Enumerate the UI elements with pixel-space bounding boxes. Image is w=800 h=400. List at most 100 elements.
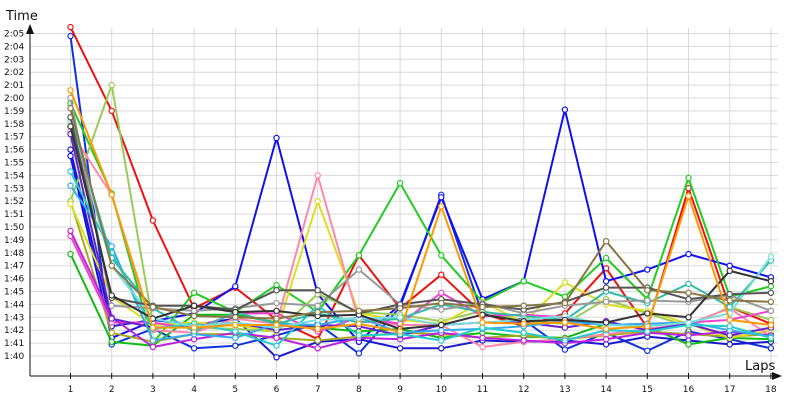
series-line [69,126,772,330]
data-point [190,289,198,296]
series-line [69,102,772,345]
data-point [726,341,733,348]
data-point [232,342,239,349]
data-point [726,262,733,269]
data-point [314,337,321,344]
y-tick-label: 1:47 [4,262,24,272]
y-tick-label: 1:54 [4,171,24,181]
x-tick-label: 10 [436,385,448,395]
data-point [355,350,363,357]
data-point [232,334,239,342]
y-tick-label: 1:50 [4,223,24,233]
data-point [685,174,692,182]
data-point [561,337,569,344]
series-layer [67,23,775,361]
data-point [67,23,74,31]
data-point [438,306,445,313]
data-point [273,281,280,289]
data-point [273,299,280,307]
x-tick-label: 3 [150,385,156,395]
y-tick-label: 2:05 [4,30,24,40]
y-tick-label: 1:45 [4,288,24,298]
x-tick-label: 4 [191,385,197,395]
x-tick-labels: 1 2 3 4 5 6 7 8 9 10 11 12 13 14 15 16 17 18 [68,385,777,395]
data-point [355,320,363,327]
data-point [767,345,775,352]
data-point [602,237,610,245]
x-tick-label: 8 [356,385,362,395]
data-point [396,314,404,321]
axes [26,24,782,380]
data-point [438,345,445,352]
series-line [69,130,772,348]
x-tick-label: 9 [397,385,403,395]
data-point [232,283,239,290]
data-point [108,262,115,269]
y-tick-label: 1:55 [4,159,24,169]
data-point [520,337,527,344]
data-point [355,266,363,273]
x-tick-label: 16 [683,385,695,395]
x-tick-label: 2 [109,385,115,395]
data-point [602,254,610,262]
data-point [685,296,692,303]
data-point [644,266,651,273]
series-line [69,230,771,350]
y-tick-label: 1:53 [4,184,24,194]
y-tick-label: 2:04 [4,42,24,52]
x-tick-label: 14 [600,385,612,395]
data-point [396,305,404,312]
data-point [438,327,445,334]
data-point [438,194,445,201]
data-point [685,192,692,200]
x-tick-label: 17 [724,385,735,395]
data-point [602,325,610,333]
data-point [232,314,239,321]
series-19 [67,114,775,317]
data-point [644,323,651,330]
data-point [190,312,198,320]
data-point [438,203,445,210]
data-point [232,321,239,329]
data-point [561,293,569,300]
data-point [479,343,486,351]
data-point [108,329,115,336]
data-point [273,315,280,322]
data-point [67,182,74,189]
y-axis-arrow [26,24,34,34]
data-point [726,316,733,324]
data-point [67,123,74,130]
data-point [190,336,198,343]
data-point [561,106,569,113]
series-line [69,117,771,315]
data-point [644,347,651,354]
data-point [602,284,610,291]
y-tick-label: 1:48 [4,249,24,259]
data-point [314,302,321,309]
series-17 [67,117,775,331]
data-point [767,321,775,329]
y-tick-label: 1:57 [4,133,24,143]
y-tick-label: 2:01 [4,81,24,91]
y-tick-label: 2:00 [4,94,24,104]
data-point [644,297,651,304]
data-point [314,345,321,352]
data-point [726,297,733,304]
series-line [69,97,772,315]
y-tick-label: 1:43 [4,313,24,323]
y-tick-label: 1:56 [4,146,24,156]
series-line [69,89,772,333]
series-line [69,108,771,320]
data-point [190,307,198,315]
data-point [108,302,115,309]
data-point [273,321,280,329]
x-tick-label: 18 [765,385,777,395]
data-point [438,271,445,278]
data-point [108,81,115,89]
data-point [520,320,527,327]
data-point [396,345,404,352]
y-tick-label: 1:49 [4,236,24,246]
data-point [396,179,404,187]
data-point [273,134,280,142]
data-point [273,342,280,349]
